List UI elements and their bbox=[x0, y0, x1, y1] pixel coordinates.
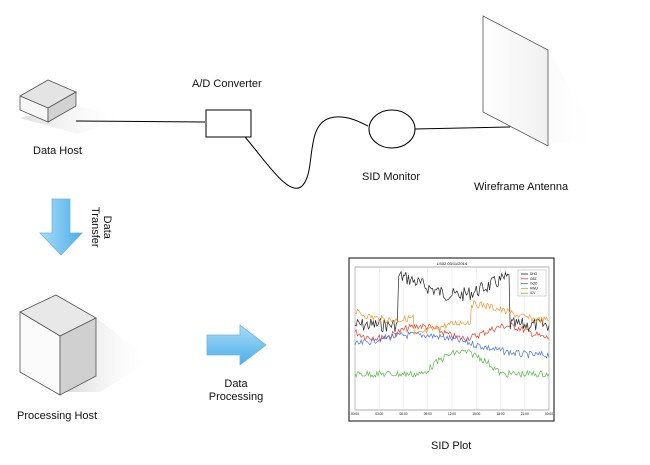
plot-title: LS02 03/11/2014 bbox=[437, 261, 468, 266]
legend-label: DHO bbox=[530, 272, 538, 276]
plot-x-tick: 21:00 bbox=[521, 412, 529, 416]
data-processing-line1: Data bbox=[224, 378, 248, 390]
data-host-icon bbox=[19, 79, 128, 134]
ad-converter-box bbox=[205, 109, 252, 138]
plot-series-line bbox=[354, 349, 550, 379]
plot-series-line bbox=[354, 300, 550, 335]
plot-series-line bbox=[354, 331, 550, 359]
data-processing-label: Data Processing bbox=[206, 378, 266, 404]
plot-grid bbox=[354, 267, 550, 410]
plot-x-tick: 18:00 bbox=[497, 412, 505, 416]
legend-label: ICV bbox=[530, 291, 536, 295]
plot-series-line bbox=[354, 270, 550, 333]
wireframe-antenna-icon bbox=[482, 15, 600, 147]
sid-monitor-label: SID Monitor bbox=[362, 171, 421, 183]
data-processing-arrow-icon bbox=[206, 324, 267, 366]
antenna-cable bbox=[414, 126, 511, 130]
plot-series bbox=[354, 270, 550, 379]
plot-x-tick: 12:00 bbox=[448, 412, 456, 416]
sid-plot-label: SID Plot bbox=[431, 440, 472, 452]
sid-monitor-ellipse bbox=[368, 109, 416, 149]
wireframe-antenna-label: Wireframe Antenna bbox=[474, 181, 569, 193]
ad-converter-label: A/D Converter bbox=[192, 78, 262, 90]
plot-x-tick: 00:00 bbox=[545, 412, 553, 416]
data-transfer-arrow-icon bbox=[39, 198, 83, 256]
processing-host-icon bbox=[19, 294, 152, 396]
sid-plot: LS02 03/11/2014 00:00 03:00 06:00 09:00 12:0… bbox=[348, 257, 555, 422]
plot-x-tick: 15:00 bbox=[472, 412, 480, 416]
sid-cable bbox=[244, 116, 369, 189]
legend-label: GBZ bbox=[530, 277, 537, 281]
plot-x-tick: 09:00 bbox=[424, 412, 432, 416]
data-transfer-line1: Data bbox=[101, 215, 113, 239]
data-host-cable bbox=[75, 120, 206, 123]
plot-x-tick: 06:00 bbox=[400, 412, 408, 416]
data-host-label: Data Host bbox=[33, 145, 82, 157]
legend-label: GQD bbox=[530, 282, 538, 286]
plot-x-ticks: 00:00 03:00 06:00 09:00 12:00 15:00 18:00 21:00… bbox=[351, 412, 553, 416]
legend-label: HWU bbox=[530, 286, 538, 290]
data-processing-line2: Processing bbox=[208, 391, 264, 403]
data-transfer-line2: Transfer bbox=[89, 207, 101, 248]
plot-x-tick: 03:00 bbox=[375, 412, 383, 416]
plot-x-tick: 00:00 bbox=[351, 412, 359, 416]
processing-host-label: Processing Host bbox=[17, 410, 98, 422]
